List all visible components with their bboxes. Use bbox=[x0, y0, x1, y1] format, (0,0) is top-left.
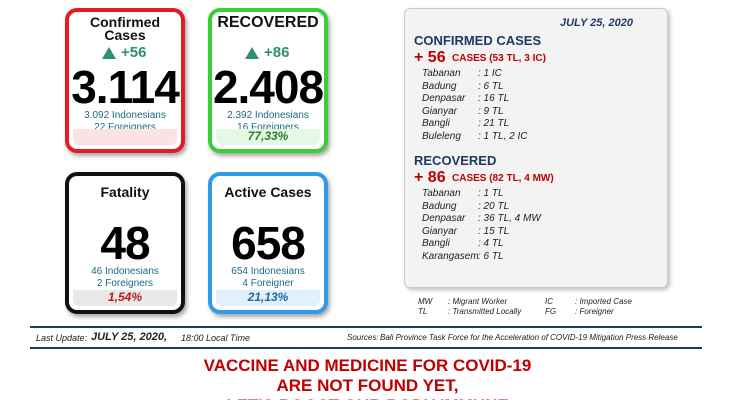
region-count: : 21 TL bbox=[478, 118, 510, 129]
region-count: : 4 TL bbox=[478, 238, 504, 249]
update-label: Last Update: bbox=[36, 333, 88, 343]
region-count: : 6 TL bbox=[478, 250, 504, 262]
legend-key: MW bbox=[418, 297, 433, 306]
region: Badung bbox=[422, 200, 457, 212]
value: 48 bbox=[100, 217, 150, 269]
card-title: Active Cases bbox=[224, 184, 312, 200]
region: Bangli bbox=[422, 118, 450, 129]
card-title: Confirmed Cases bbox=[90, 14, 160, 43]
banner-line: LET'S BOOST OUR BODY IMMUNE bbox=[0, 396, 735, 400]
legend-text: : Foreigner bbox=[575, 307, 614, 316]
card-title: RECOVERED bbox=[217, 14, 319, 31]
card: RECOVERED +86 2.408 2.392 Indonesians 16 For… bbox=[208, 8, 328, 153]
legend-text: : Transmitted Locally bbox=[448, 307, 522, 316]
source-label: Sources: bbox=[347, 333, 379, 342]
legend-text: : Migrant Worker bbox=[448, 297, 508, 306]
percent: 21,13% bbox=[247, 290, 289, 304]
rule bbox=[30, 347, 702, 349]
region-count: : 1 IC bbox=[478, 68, 502, 79]
section-summary: CASES (53 TL, 3 IC) bbox=[452, 53, 546, 64]
delta-arrow bbox=[245, 47, 259, 59]
region: Denpasar bbox=[422, 93, 466, 104]
delta: +56 bbox=[121, 44, 147, 61]
region: Buleleng bbox=[422, 130, 461, 142]
card: Fatality 48 46 Indonesians 2 Foreigners 1,54… bbox=[65, 172, 185, 314]
value: 658 bbox=[231, 217, 306, 269]
section-heading: RECOVERED bbox=[414, 153, 497, 168]
percent-strip: 77,33% bbox=[216, 129, 320, 145]
region: Gianyar bbox=[422, 225, 458, 237]
region: Bangli bbox=[422, 238, 450, 249]
region-count: : 6 TL bbox=[478, 80, 504, 92]
region-count: : 15 TL bbox=[478, 225, 510, 237]
panel bbox=[404, 8, 668, 288]
delta-arrow bbox=[102, 47, 116, 59]
region-count: : 20 TL bbox=[478, 200, 510, 212]
detail: 654 Indonesians bbox=[231, 266, 305, 277]
detail: 46 Indonesians bbox=[91, 266, 159, 277]
percent-strip: 21,13% bbox=[216, 290, 320, 306]
detail: 3.092 Indonesians bbox=[84, 110, 166, 121]
region-count: : 1 TL, 2 IC bbox=[478, 130, 528, 142]
section-heading: CONFIRMED CASES bbox=[414, 33, 542, 48]
update-date: JULY 25, 2020, bbox=[91, 331, 168, 343]
section-plus: + 86 bbox=[414, 169, 446, 186]
source: Bali Province Task Force for the Acceler… bbox=[380, 333, 678, 342]
percent-strip: 1,54% bbox=[73, 290, 177, 306]
region: Karangasem bbox=[422, 250, 479, 262]
region: Tabanan bbox=[422, 68, 461, 79]
detail: 22 Foreigners bbox=[94, 122, 156, 133]
region-count: : 9 TL bbox=[478, 105, 504, 117]
region: Tabanan bbox=[422, 188, 461, 199]
detail: 16 Foreigners bbox=[237, 122, 299, 133]
update-time: 18:00 Local Time bbox=[181, 333, 250, 343]
card-title: Fatality bbox=[100, 184, 150, 200]
rule bbox=[30, 326, 702, 328]
region: Badung bbox=[422, 80, 457, 92]
percent: 1,54% bbox=[107, 290, 143, 304]
percent: 77,33% bbox=[247, 129, 289, 143]
value: 3.114 bbox=[71, 61, 180, 113]
banner-line: VACCINE AND MEDICINE FOR COVID-19 bbox=[203, 356, 532, 375]
card: Confirmed Cases +56 3.114 3.092 Indonesians… bbox=[65, 8, 185, 153]
detail: 2 Foreigners bbox=[96, 278, 154, 289]
region: Denpasar bbox=[422, 213, 466, 224]
delta: +86 bbox=[264, 44, 290, 61]
banner-line: ARE NOT FOUND YET, bbox=[276, 376, 459, 395]
region-count: : 16 TL bbox=[478, 93, 510, 104]
legend-key: IC bbox=[545, 297, 553, 306]
legend-text: : Imported Case bbox=[575, 297, 632, 306]
region: Gianyar bbox=[422, 105, 458, 117]
percent-strip bbox=[73, 129, 177, 145]
detail: 4 Foreigner bbox=[242, 278, 294, 289]
date: JULY 25, 2020 bbox=[560, 17, 633, 29]
section-plus: + 56 bbox=[414, 49, 446, 66]
legend-key: FG bbox=[545, 307, 557, 316]
legend-key: TL bbox=[418, 307, 428, 316]
card: Active Cases 658 654 Indonesians 4 Foreigne… bbox=[208, 172, 328, 314]
section-summary: CASES (82 TL, 4 MW) bbox=[452, 173, 554, 184]
region-count: : 1 TL bbox=[478, 188, 504, 199]
value: 2.408 bbox=[212, 61, 324, 113]
region-count: : 36 TL, 4 MW bbox=[478, 213, 541, 224]
detail: 2.392 Indonesians bbox=[227, 110, 309, 121]
